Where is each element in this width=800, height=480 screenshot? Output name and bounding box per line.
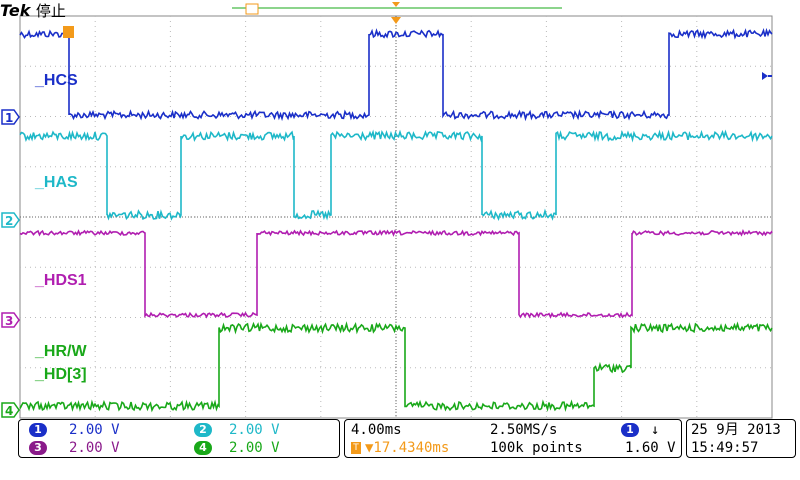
time-readout: 15:49:57 <box>691 440 759 456</box>
ch2-ground-marker[interactable]: 2 <box>1 212 20 228</box>
ch2-badge: 2 <box>194 423 212 437</box>
trigger-point-marker <box>392 2 400 7</box>
trigger-position-icon: T <box>351 442 361 454</box>
ch4-scale: 2.00 V <box>229 440 280 456</box>
channel-label-hd3: _HD[3] <box>35 366 87 383</box>
trace-hds1 <box>19 229 773 319</box>
horizontal-trigger-panel[interactable]: 4.00ms 2.50MS/s 1 ↓ T ▼17.4340ms 100k po… <box>344 419 682 458</box>
ch4-badge: 4 <box>194 441 212 455</box>
ch4-ground-marker[interactable]: 4 <box>1 402 20 418</box>
svg-text:1: 1 <box>5 111 13 125</box>
readout-bar: 1 2.00 V 2 2.00 V 3 2.00 V 4 2.00 V 4.00… <box>18 419 796 459</box>
trigger-level-arrow-icon[interactable] <box>762 72 768 80</box>
ch1-trigger-marker-icon <box>63 26 74 38</box>
trace-hd3 <box>19 321 773 413</box>
channel-label-hrw: _HR/W <box>35 343 87 360</box>
ch2-scale: 2.00 V <box>229 422 280 438</box>
trigger-level: 1.60 V <box>625 440 676 456</box>
ch1-ground-marker[interactable]: 1 <box>1 109 20 125</box>
datetime-panel: 25 9月 2013 15:49:57 <box>686 419 796 458</box>
svg-text:2: 2 <box>5 214 13 228</box>
record-window-icon[interactable] <box>245 3 259 15</box>
date-readout: 25 9月 2013 <box>691 422 781 438</box>
channel-label-has: _HAS <box>35 174 78 191</box>
markers: 1 2 3 4 <box>1 2 772 418</box>
traces <box>19 27 773 413</box>
timebase: 4.00ms <box>351 422 402 438</box>
trigger-delay: ▼17.4340ms <box>365 440 450 456</box>
ch3-ground-marker[interactable]: 3 <box>1 312 20 328</box>
ch1-scale: 2.00 V <box>69 422 120 438</box>
trace-hcs <box>19 27 773 122</box>
ch1-badge: 1 <box>29 423 47 437</box>
brand-logo: Tek <box>0 1 31 20</box>
channel-label-hds1: _HDS1 <box>35 272 87 289</box>
ch3-scale: 2.00 V <box>69 440 120 456</box>
record-length: 100k points <box>490 440 583 456</box>
sample-rate: 2.50MS/s <box>490 422 558 438</box>
svg-text:4: 4 <box>5 404 13 418</box>
trigger-position-icon[interactable] <box>391 17 401 24</box>
header: Tek 停止 <box>0 0 66 21</box>
trigger-source-badge: 1 <box>621 423 639 437</box>
trace-has <box>19 129 773 222</box>
trigger-slope-icon: ↓ <box>651 422 660 438</box>
ch3-badge: 3 <box>29 441 47 455</box>
acquisition-status: 停止 <box>35 2 66 20</box>
vertical-scale-panel[interactable]: 1 2.00 V 2 2.00 V 3 2.00 V 4 2.00 V <box>18 419 340 458</box>
waveform-display: 1 2 3 4 <box>1 2 773 419</box>
svg-text:3: 3 <box>5 314 13 328</box>
channel-label-hcs: _HCS <box>35 72 78 89</box>
